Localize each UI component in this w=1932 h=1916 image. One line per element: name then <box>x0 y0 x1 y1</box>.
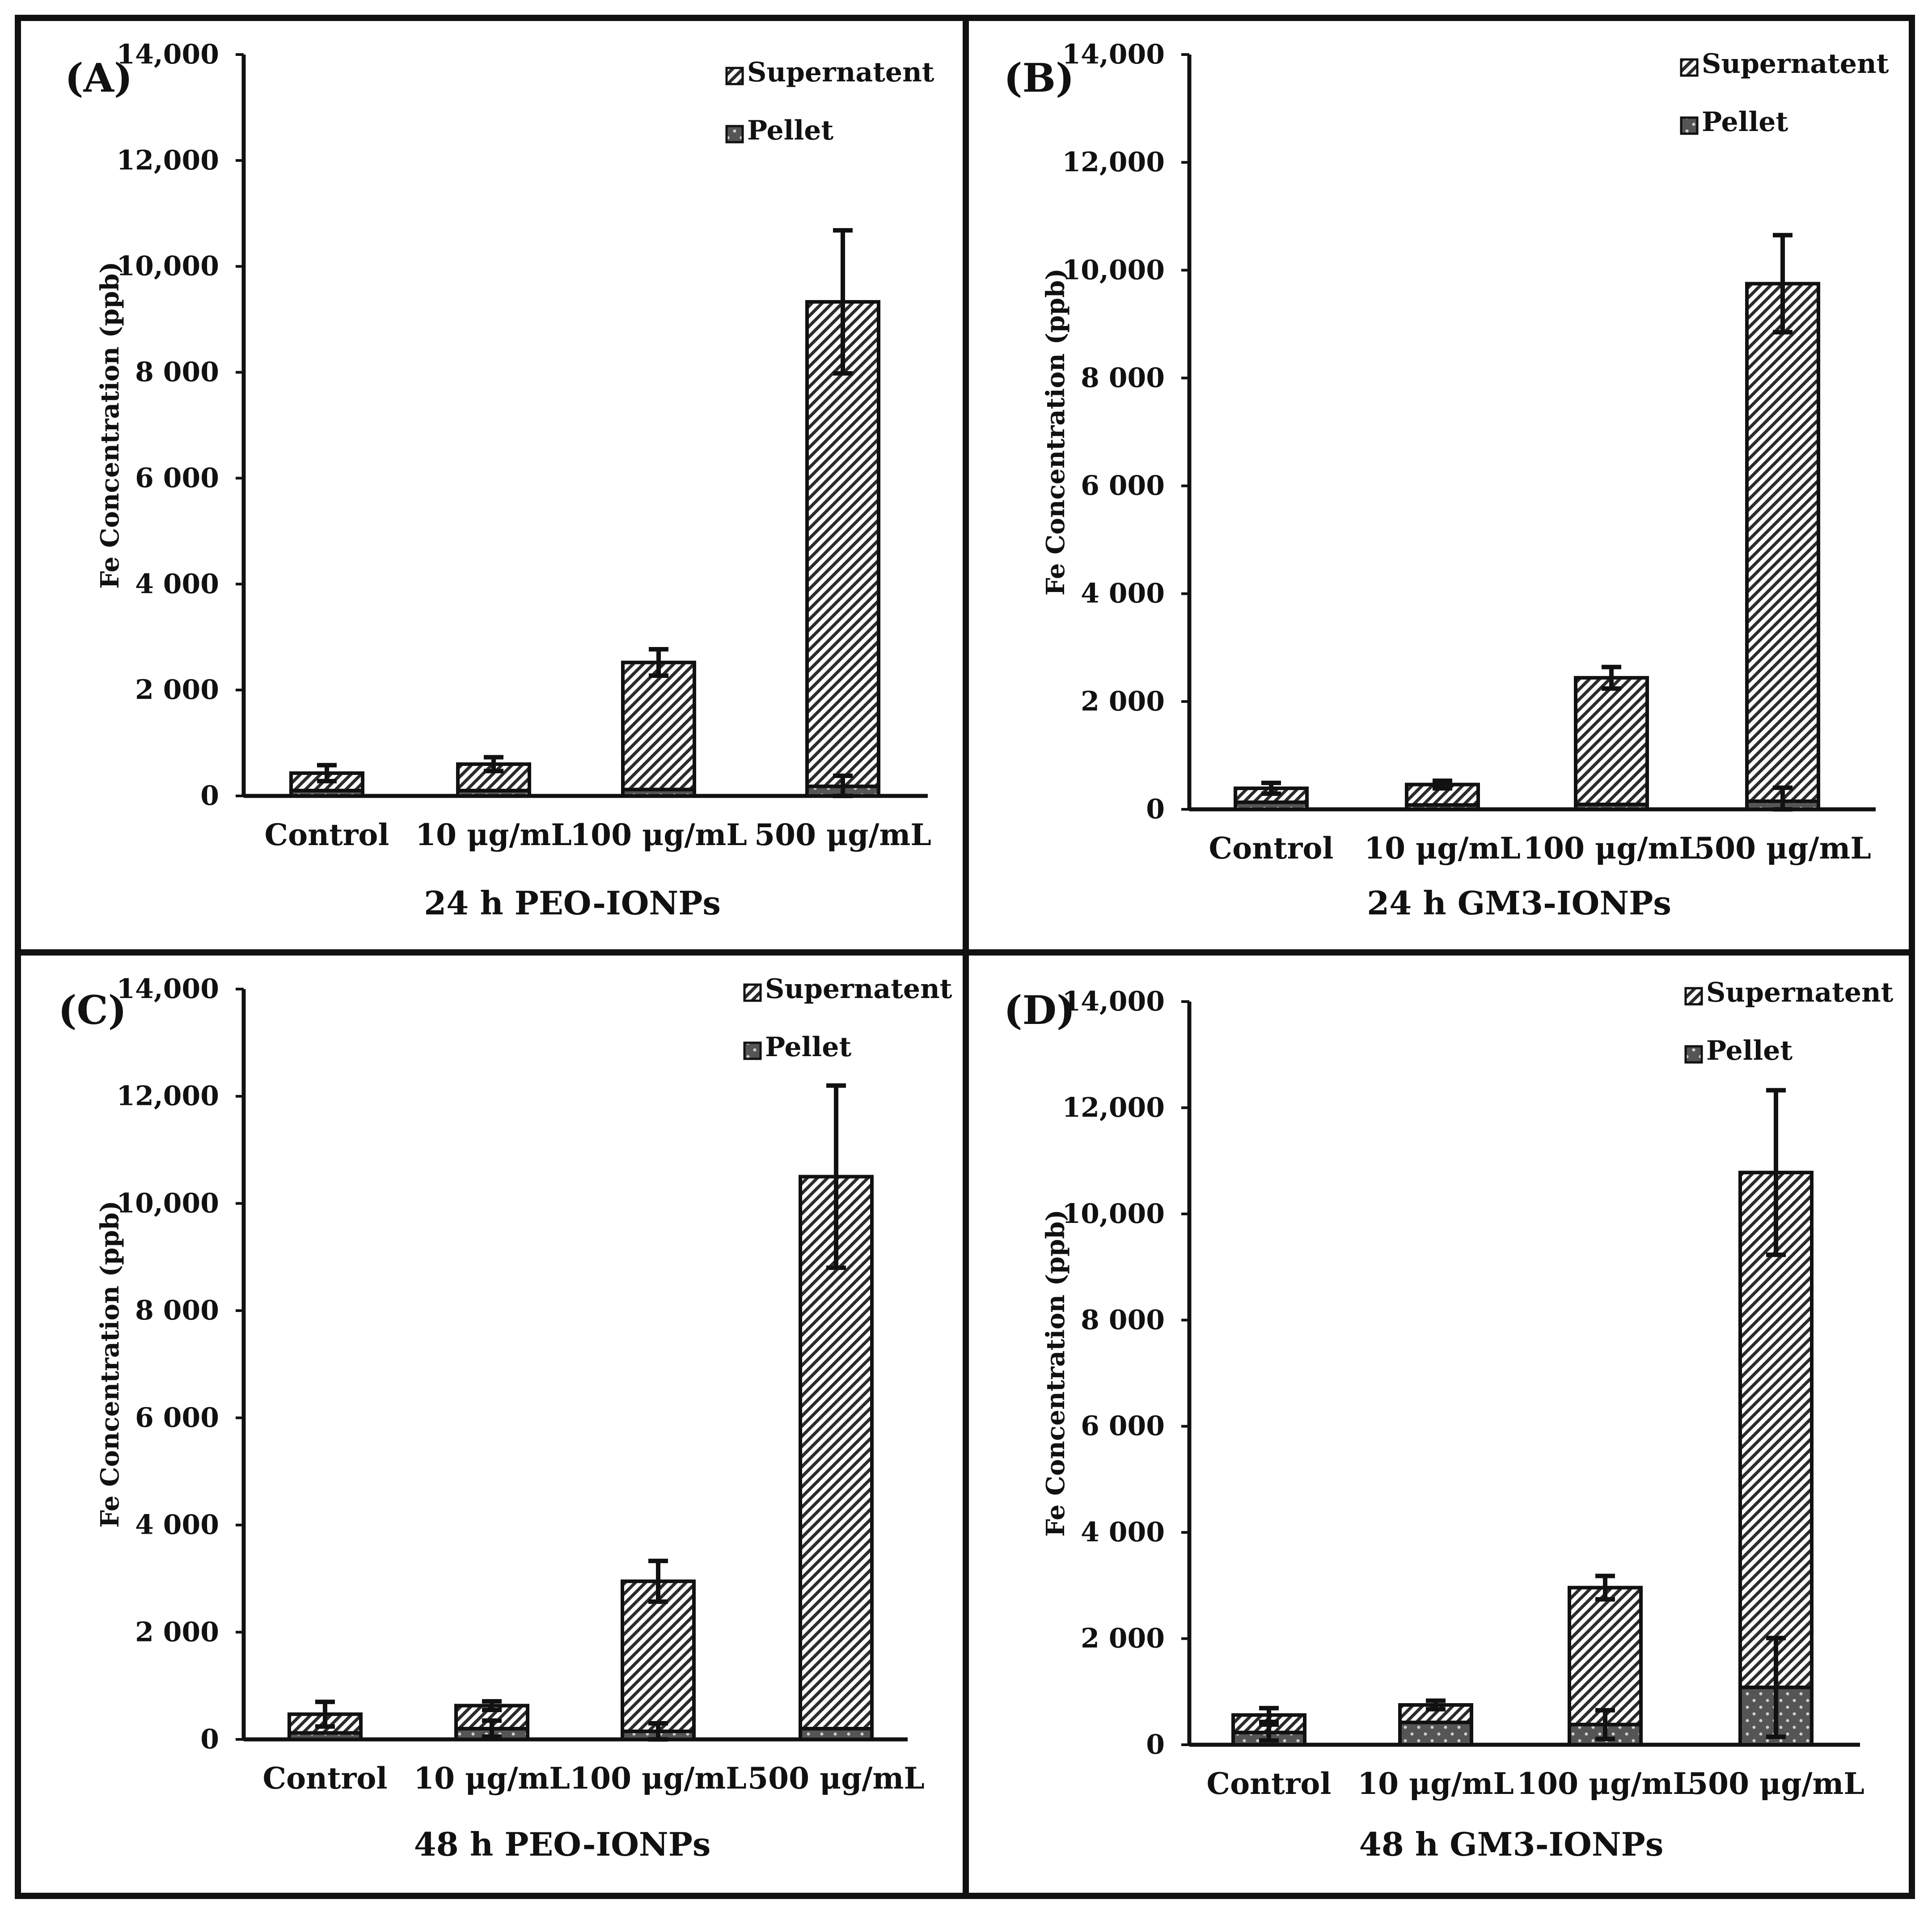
x-tick-label: Control <box>1207 1766 1332 1801</box>
panel-label: (C) <box>58 987 127 1033</box>
y-tick-label: 8 000 <box>135 1295 219 1326</box>
x-tick-label: 100 μg/mL <box>570 1761 747 1796</box>
y-tick-label: 4 000 <box>135 1510 219 1541</box>
y-tick-label: 6 000 <box>1081 1411 1165 1442</box>
y-tick-label: 6 000 <box>135 462 219 494</box>
y-tick-label: 12,000 <box>116 1081 219 1112</box>
legend-label-supernatent: Supernatent <box>1702 48 1889 80</box>
y-tick-label: 0 <box>1146 794 1165 825</box>
legend-label-supernatent: Supernatent <box>1706 977 1894 1008</box>
legend-swatch-supernatent <box>1684 987 1703 1006</box>
y-tick-label: 0 <box>200 780 219 812</box>
legend-label-pellet: Pellet <box>765 1032 851 1063</box>
x-tick-label: 10 μg/mL <box>1364 831 1521 866</box>
y-tick-label: 10,000 <box>1062 254 1165 286</box>
panel-label: (D) <box>1004 987 1075 1033</box>
y-tick-label: 10,000 <box>1062 1198 1165 1230</box>
y-tick-label: 4 000 <box>1081 1517 1165 1548</box>
bar-pellet <box>456 789 531 798</box>
y-tick-label: 4 000 <box>135 568 219 600</box>
legend-swatch-supernatent <box>725 67 744 85</box>
bar-pellet <box>1398 1721 1473 1747</box>
legend-swatch-pellet <box>1684 1045 1703 1064</box>
y-tick-label: 2 000 <box>1081 686 1165 717</box>
legend-swatch-pellet <box>725 125 744 144</box>
panel-label: (B) <box>1004 55 1074 101</box>
bar-supernatent <box>1745 282 1820 803</box>
panel-b: (B) 0 2 000 4 000 6 000 8 000 10,000 12,000 14,0… <box>1004 39 1889 922</box>
x-tick-label: Control <box>265 817 389 852</box>
y-axis-title: Fe Concentration (ppb) <box>1041 1210 1070 1537</box>
panel-d: (D) 0 2 000 4 000 6 000 8 000 10,000 12,000 14,0… <box>1004 977 1894 1863</box>
panel-c: (C) 0 2 000 4 000 6 000 8 000 10,000 12,000 14,0… <box>58 973 952 1863</box>
x-tick-label: 100 μg/mL <box>1523 831 1700 866</box>
bar-supernatent <box>1574 676 1649 807</box>
panel-title: 48 h PEO-IONPs <box>414 1825 711 1863</box>
y-tick-label: 10,000 <box>116 1188 219 1219</box>
x-tick-label: 500 μg/mL <box>754 817 931 852</box>
legend-label-supernatent: Supernatent <box>765 973 952 1005</box>
legend-swatch-pellet <box>743 1041 762 1060</box>
y-tick-label: 2 000 <box>135 674 219 706</box>
y-tick-label: 14,000 <box>1062 986 1165 1017</box>
bar-pellet <box>1234 800 1309 811</box>
x-tick-label: 500 μg/mL <box>1687 1766 1864 1801</box>
legend-label-pellet: Pellet <box>747 115 833 146</box>
y-tick-label: 12,000 <box>1062 1092 1165 1123</box>
y-tick-label: 14,000 <box>1062 39 1165 70</box>
y-tick-label: 12,000 <box>116 145 219 176</box>
bar-supernatent <box>621 1579 696 1734</box>
panel-title: 24 h PEO-IONPs <box>424 884 721 922</box>
bar-pellet <box>287 1731 363 1742</box>
x-tick-label: Control <box>263 1761 388 1796</box>
y-tick-label: 0 <box>200 1724 219 1755</box>
y-tick-label: 10,000 <box>116 251 219 282</box>
x-tick-label: 10 μg/mL <box>415 817 572 852</box>
y-tick-label: 0 <box>1146 1729 1165 1760</box>
y-tick-label: 6 000 <box>135 1402 219 1434</box>
y-axis-title: Fe Concentration (ppb) <box>1041 268 1070 596</box>
y-tick-label: 8 000 <box>135 357 219 388</box>
bar-supernatent <box>621 660 696 791</box>
y-tick-label: 6 000 <box>1081 470 1165 502</box>
x-tick-label: 10 μg/mL <box>414 1761 570 1796</box>
x-tick-label: 500 μg/mL <box>748 1761 925 1796</box>
y-tick-label: 14,000 <box>116 973 219 1005</box>
panel-title: 48 h GM3-IONPs <box>1359 1825 1664 1863</box>
panel-a: (A) 0 2 000 4 000 6 000 8 000 10,000 12,000 14,0… <box>65 39 934 922</box>
y-tick-label: 12,000 <box>1062 147 1165 178</box>
legend-label-pellet: Pellet <box>1702 106 1788 138</box>
bar-pellet <box>289 789 364 798</box>
panel-label: (A) <box>65 55 133 101</box>
y-tick-label: 8 000 <box>1081 1304 1165 1336</box>
x-tick-label: 500 μg/mL <box>1694 831 1871 866</box>
y-tick-label: 8 000 <box>1081 362 1165 393</box>
y-tick-label: 2 000 <box>135 1616 219 1648</box>
x-tick-label: 10 μg/mL <box>1357 1766 1514 1801</box>
y-tick-label: 14,000 <box>116 39 219 70</box>
legend-swatch-supernatent <box>1680 58 1699 77</box>
x-tick-label: 100 μg/mL <box>1517 1766 1694 1801</box>
y-axis-title: Fe Concentration (ppb) <box>95 262 125 589</box>
y-tick-label: 4 000 <box>1081 578 1165 609</box>
bar-pellet <box>621 787 696 798</box>
bar-supernatent <box>1738 1171 1814 1689</box>
legend-label-pellet: Pellet <box>1706 1035 1792 1066</box>
legend-swatch-supernatent <box>743 983 762 1002</box>
bar-pellet <box>1574 803 1649 811</box>
bar-supernatent <box>1568 1586 1643 1726</box>
panel-title: 24 h GM3-IONPs <box>1367 884 1671 922</box>
x-tick-label: Control <box>1209 831 1334 866</box>
legend-label-supernatent: Supernatent <box>747 57 934 88</box>
bar-pellet <box>799 1727 874 1741</box>
bar-pellet <box>1405 803 1480 811</box>
y-tick-label: 2 000 <box>1081 1623 1165 1654</box>
y-axis-title: Fe Concentration (ppb) <box>95 1201 125 1528</box>
x-tick-label: 100 μg/mL <box>570 817 747 852</box>
legend-swatch-pellet <box>1680 116 1699 135</box>
